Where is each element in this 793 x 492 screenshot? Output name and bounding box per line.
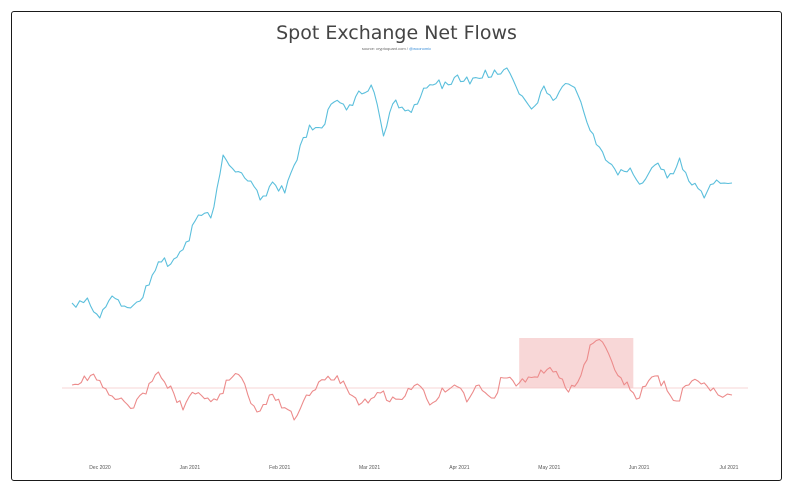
x-tick-label: May 2021 xyxy=(538,465,560,471)
x-tick-label: Mar 2021 xyxy=(359,465,380,471)
x-tick-label: Jul 2021 xyxy=(720,465,739,471)
x-tick-label: Apr 2021 xyxy=(449,465,470,471)
x-tick-label: Jan 2021 xyxy=(180,465,201,471)
chart-frame xyxy=(11,11,782,481)
bottom-series-line xyxy=(71,338,733,421)
source-text: source: cryptoquant.com xyxy=(361,46,406,51)
series-layer xyxy=(71,67,733,421)
top-series-line xyxy=(71,67,733,319)
x-tick-label: Feb 2021 xyxy=(269,465,290,471)
chart-title: Spot Exchange Net Flows xyxy=(276,22,517,44)
x-axis-ticks: Dec 2020 Jan 2021 Feb 2021 Mar 2021 Apr 2021… xyxy=(89,465,738,471)
x-tick-label: Dec 2020 xyxy=(89,465,111,471)
chart-subtitle: source: cryptoquant.com / @woonomic xyxy=(361,46,432,51)
highlight-region xyxy=(519,338,634,388)
author-link[interactable]: @woonomic xyxy=(409,46,432,51)
x-tick-label: Jun 2021 xyxy=(629,465,650,471)
